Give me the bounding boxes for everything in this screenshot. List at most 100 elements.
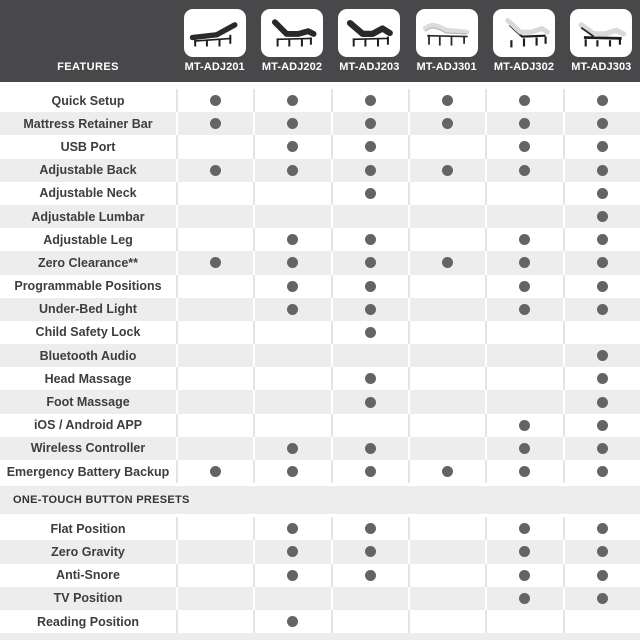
feature-dot (596, 523, 608, 535)
section-header-one-touch-button-presets: ONE-TOUCH BUTTON PRESETS (0, 486, 640, 515)
feature-dot (596, 141, 608, 153)
feature-dot (596, 164, 608, 176)
feature-dot (287, 569, 299, 581)
model-column-mt-adj303: MT-ADJ303 (563, 0, 640, 82)
feature-cell-mt-adj203 (330, 158, 408, 182)
feature-cell-mt-adj202 (253, 344, 330, 368)
feature-cell-mt-adj201 (176, 251, 253, 275)
feature-cell-mt-adj303 (562, 112, 640, 136)
feature-cell-mt-adj302 (485, 251, 562, 275)
feature-dot (364, 303, 376, 315)
feature-dot (596, 466, 608, 478)
feature-cell-mt-adj203 (330, 436, 408, 460)
feature-dot (519, 234, 531, 246)
feature-row-mattress-retainer-bar: Mattress Retainer Bar (0, 112, 640, 136)
feature-label: Bluetooth Audio (39, 348, 137, 363)
feature-dot (519, 569, 531, 581)
feature-cell-mt-adj301 (407, 135, 485, 159)
feature-cell-mt-adj301 (407, 563, 485, 587)
feature-cell-mt-adj303 (562, 367, 640, 391)
feature-cell-mt-adj303 (562, 460, 640, 484)
feature-dot (364, 546, 376, 558)
feature-cell-mt-adj201 (176, 228, 253, 252)
feature-cell-mt-adj201 (176, 367, 253, 391)
feature-cell-mt-adj303 (562, 135, 640, 159)
feature-cell-mt-adj203 (330, 320, 408, 345)
feature-dot (519, 523, 531, 535)
feature-cell-mt-adj202 (253, 204, 330, 229)
feature-cell-mt-adj303 (562, 413, 640, 437)
feature-dot (287, 303, 299, 315)
model-column-mt-adj201: MT-ADJ201 (176, 0, 253, 82)
feature-dot (596, 592, 608, 604)
feature-cell-mt-adj202 (253, 135, 330, 159)
feature-label: Programmable Positions (14, 279, 162, 294)
feature-dot (364, 569, 376, 581)
feature-cell-mt-adj301 (407, 204, 485, 229)
feature-row-foot-massage: Foot Massage (0, 390, 640, 414)
feature-cell-mt-adj201 (176, 320, 253, 345)
feature-cell-mt-adj303 (562, 89, 640, 113)
feature-dot (596, 373, 608, 385)
feature-dot (364, 523, 376, 535)
feature-row-reading-position: Reading Position (0, 609, 640, 634)
feature-dot (519, 141, 531, 153)
model-name-label: MT-ADJ303 (571, 61, 632, 73)
feature-cell-mt-adj302 (485, 436, 562, 460)
feature-cell-mt-adj303 (562, 517, 640, 541)
feature-dot (442, 257, 454, 269)
feature-cell-mt-adj301 (407, 609, 485, 634)
feature-row-adjustable-neck: Adjustable Neck (0, 181, 640, 205)
features-label: FEATURES (57, 61, 119, 73)
feature-cell-mt-adj202 (253, 609, 330, 634)
bed-adj301-icon (422, 22, 469, 46)
feature-dot (287, 280, 299, 292)
feature-cell-mt-adj202 (253, 586, 330, 610)
feature-dot (596, 187, 608, 199)
feature-cell-mt-adj201 (176, 158, 253, 182)
feature-dot (364, 373, 376, 385)
comparison-table: Quick Setup Mattress Retainer Bar USB Port… (0, 82, 640, 634)
feature-dot (519, 419, 531, 431)
feature-cell-mt-adj302 (485, 320, 562, 345)
feature-cell-mt-adj301 (407, 586, 485, 610)
feature-cell-mt-adj303 (562, 540, 640, 564)
feature-cell-mt-adj303 (562, 274, 640, 298)
feature-dot (364, 280, 376, 292)
model-name-label: MT-ADJ201 (184, 61, 245, 73)
feature-cell-mt-adj201 (176, 344, 253, 368)
bed-adj202-icon (271, 19, 317, 47)
feature-cell-mt-adj203 (330, 390, 408, 414)
feature-cell-mt-adj302 (485, 181, 562, 205)
feature-cell-mt-adj301 (407, 320, 485, 345)
feature-dot (519, 164, 531, 176)
feature-row-head-massage: Head Massage (0, 367, 640, 391)
feature-dot (210, 466, 222, 478)
feature-cell-mt-adj302 (485, 367, 562, 391)
feature-row-anti-snore: Anti-Snore (0, 563, 640, 587)
feature-label: Adjustable Leg (43, 232, 133, 247)
feature-cell-mt-adj301 (407, 344, 485, 368)
feature-cell-mt-adj203 (330, 413, 408, 437)
feature-cell-mt-adj301 (407, 436, 485, 460)
feature-cell-mt-adj302 (485, 460, 562, 484)
feature-row-emergency-battery-backup: Emergency Battery Backup (0, 460, 640, 484)
bed-adj303-icon (578, 22, 627, 47)
feature-label: Wireless Controller (30, 441, 146, 456)
feature-label: Child Safety Lock (35, 325, 141, 340)
feature-cell-mt-adj302 (485, 228, 562, 252)
feature-dot (364, 118, 376, 130)
product-thumbnail (183, 9, 246, 57)
feature-cell-mt-adj301 (407, 460, 485, 484)
feature-dot (364, 187, 376, 199)
table-header: FEATURES MT-ADJ201 MT-ADJ202 MT-ADJ203 M… (0, 0, 640, 82)
feature-cell-mt-adj302 (485, 158, 562, 182)
feature-label: Reading Position (36, 614, 140, 629)
feature-dot (519, 592, 531, 604)
feature-dot (442, 466, 454, 478)
feature-cell-mt-adj201 (176, 413, 253, 437)
feature-cell-mt-adj201 (176, 297, 253, 321)
feature-dot (210, 164, 222, 176)
model-name-label: MT-ADJ203 (339, 61, 400, 73)
feature-cell-mt-adj303 (562, 228, 640, 252)
